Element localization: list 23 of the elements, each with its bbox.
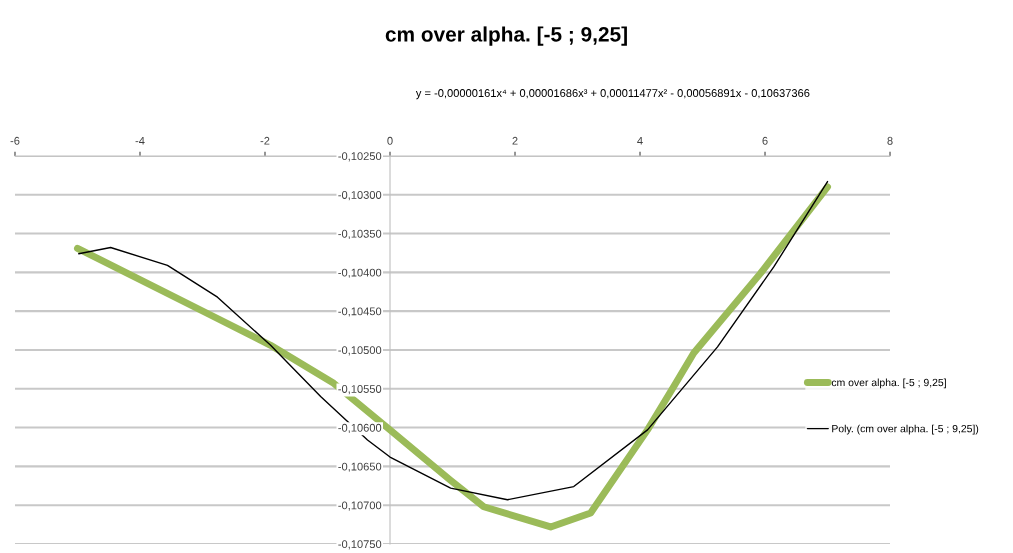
- text: y = -0,00000161x⁴ + 0,00001686x³ + 0,00011477x² - 0,00056891x - 0,10637366: [415, 89, 810, 100]
- x-tick-label: 8: [887, 136, 893, 145]
- y-tick-label: -0,10400: [338, 268, 382, 278]
- y-tick-label: -0,10500: [338, 346, 382, 356]
- y-tick-label: -0,10600: [338, 423, 382, 434]
- chart-title: cm over alpha. [-5 ; 9,25]: [385, 26, 627, 46]
- y-tick-label: -0,10750: [338, 540, 382, 550]
- x-tick-label: 6: [762, 136, 768, 145]
- x-tick-label: 2: [512, 136, 518, 145]
- x-tick-label: -4: [135, 136, 145, 145]
- x-tick-label: -2: [260, 136, 270, 145]
- y-tick-label: -0,10700: [338, 501, 382, 511]
- y-tick-label: -0,10450: [338, 307, 382, 317]
- y-tick-label: -0,10250: [338, 152, 382, 162]
- x-tick-label: 4: [637, 136, 643, 145]
- y-tick-label: -0,10550: [338, 385, 382, 395]
- y-tick-label: -0,10300: [338, 191, 382, 201]
- legend-label: cm over alpha. [-5 ; 9,25]: [831, 378, 946, 389]
- y-tick-label: -0,10350: [338, 229, 382, 239]
- legend-label: Poly. (cm over alpha. [-5 ; 9,25]): [832, 424, 979, 435]
- x-tick-label: -6: [10, 136, 20, 145]
- x-tick-label: 0: [387, 136, 393, 145]
- y-tick-label: -0,10650: [338, 462, 382, 472]
